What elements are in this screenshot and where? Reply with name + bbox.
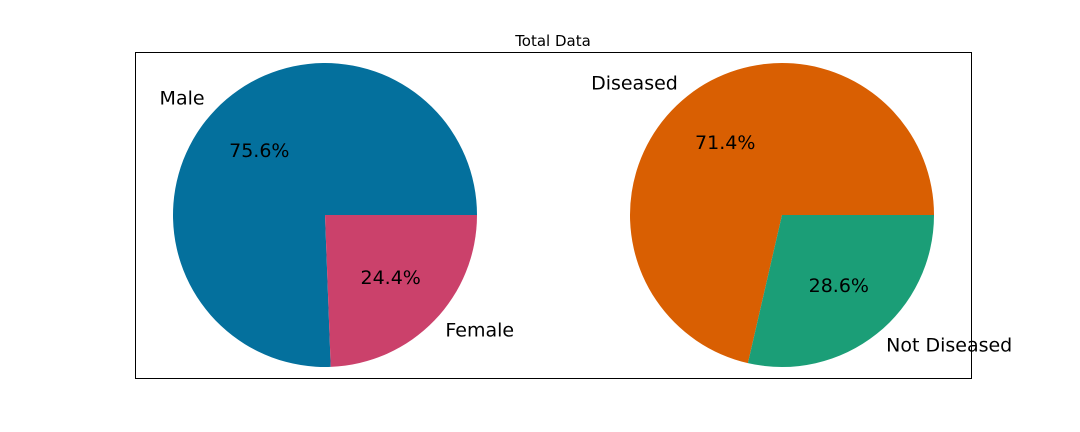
pie-1-slice-male <box>173 62 477 367</box>
pie-1-pct-male: 75.6% <box>229 140 289 162</box>
pie-2-pct-diseased: 71.4% <box>695 132 755 154</box>
pie-2-label-not-diseased: Not Diseased <box>886 334 1012 356</box>
pie-2-slice-not-diseased <box>747 215 934 367</box>
pie-1-slice-female <box>325 215 477 367</box>
plot-frame <box>135 52 972 379</box>
chart-title: Total Data <box>514 32 591 50</box>
pies-group: Male 75.6% Female 24.4% Diseased 71.4% Not Dis… <box>160 62 1012 367</box>
pie-2-pct-not-diseased: 28.6% <box>809 275 869 297</box>
pie-1-label-male: Male <box>160 88 205 110</box>
pie-2-slice-diseased <box>630 63 934 364</box>
pie-1-pct-female: 24.4% <box>361 267 421 289</box>
pie-2-label-diseased: Diseased <box>591 73 678 95</box>
pie-1-label-female: Female <box>445 319 514 341</box>
